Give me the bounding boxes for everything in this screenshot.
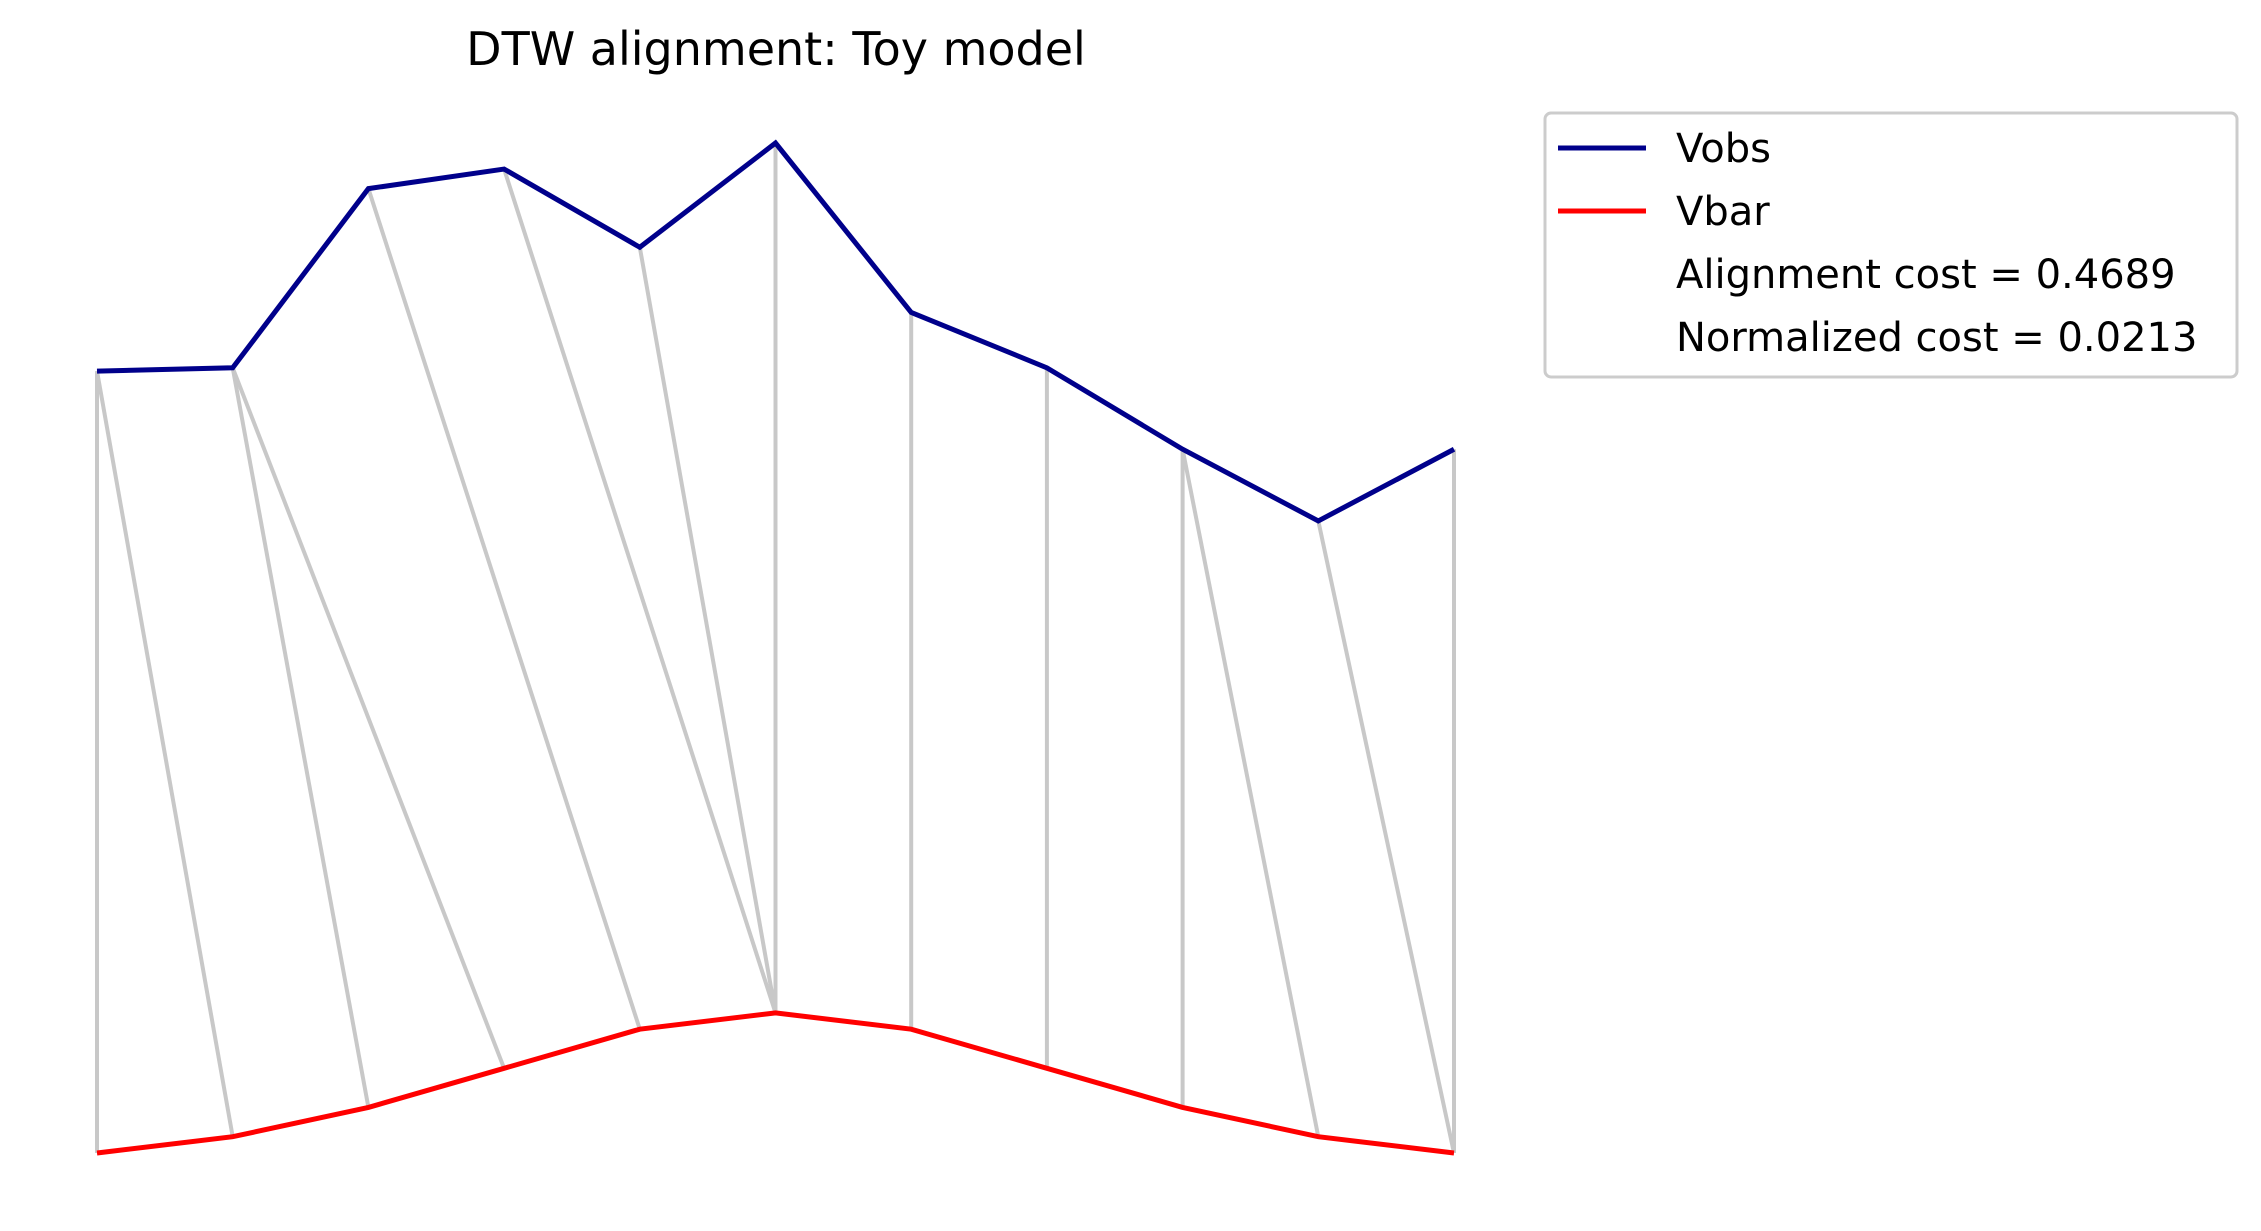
series-lines: [96, 139, 1456, 1156]
alignment-line-3: [230, 367, 506, 1070]
legend-label-vbar: Vbar: [1676, 189, 1770, 235]
legend-normalized-cost: Normalized cost = 0.0213: [1676, 315, 2197, 361]
alignment-line-6: [637, 246, 778, 1014]
legend: Vobs Vbar Alignment cost = 0.4689 Normal…: [1543, 111, 2239, 379]
alignment-line-1: [95, 370, 235, 1138]
alignment-lines: [95, 143, 1456, 1154]
alignment-line-11: [1180, 448, 1321, 1138]
series-line-vobs: [96, 139, 1456, 524]
alignment-line-5: [502, 168, 778, 1014]
legend-label-vobs: Vobs: [1676, 126, 1771, 172]
chart-title: DTW alignment: Toy model: [466, 22, 1086, 76]
legend-alignment-cost: Alignment cost = 0.4689: [1676, 252, 2176, 298]
legend-frame: [1543, 111, 2239, 379]
alignment-line-4: [366, 187, 642, 1030]
alignment-line-2: [230, 367, 371, 1108]
alignment-line-12: [1316, 520, 1456, 1154]
series-line-vbar: [96, 1010, 1455, 1156]
